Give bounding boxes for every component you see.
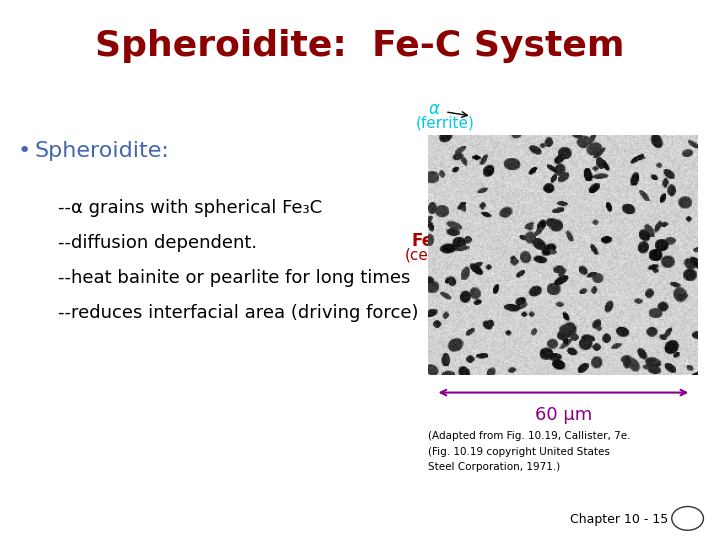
Text: (ferrite): (ferrite) — [416, 116, 475, 131]
Text: --heat bainite or pearlite for long times: --heat bainite or pearlite for long time… — [58, 269, 410, 287]
Text: (Fig. 10.19 copyright United States: (Fig. 10.19 copyright United States — [428, 447, 611, 457]
Text: (cementite): (cementite) — [405, 248, 494, 263]
Text: --diffusion dependent.: --diffusion dependent. — [58, 234, 257, 252]
Text: --α grains with spherical Fe₃C: --α grains with spherical Fe₃C — [58, 199, 322, 217]
Text: --reduces interfacial area (driving force): --reduces interfacial area (driving forc… — [58, 304, 418, 322]
Text: Steel Corporation, 1971.): Steel Corporation, 1971.) — [428, 462, 561, 472]
Text: (Adapted from Fig. 10.19, Callister, 7e.: (Adapted from Fig. 10.19, Callister, 7e. — [428, 431, 631, 442]
Text: 60 μm: 60 μm — [535, 406, 592, 424]
Text: Chapter 10 - 15: Chapter 10 - 15 — [570, 513, 668, 526]
Text: Spheroidite:  Fe-C System: Spheroidite: Fe-C System — [95, 29, 625, 63]
Text: Fe₃C: Fe₃C — [411, 232, 453, 251]
Text: Spheroidite:: Spheroidite: — [35, 141, 169, 161]
Text: α: α — [428, 100, 439, 118]
Text: •: • — [18, 141, 31, 161]
